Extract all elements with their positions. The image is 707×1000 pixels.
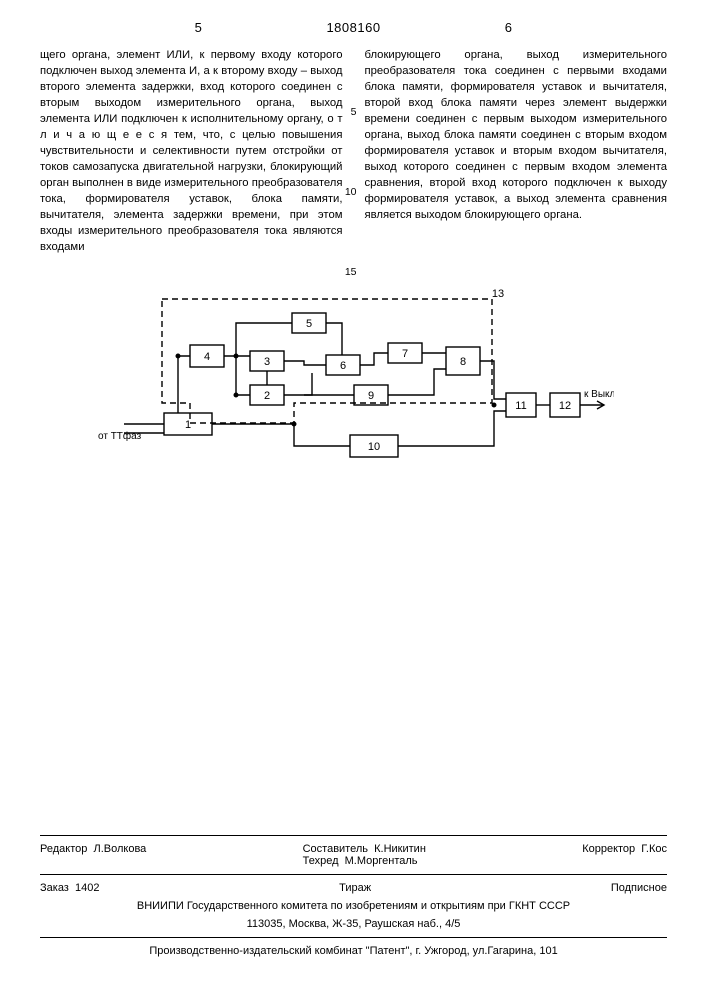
block-diagram: 1 2 3 4 5 6 7 8 9 10 11 12 13 от ТТфаз к… [94,285,614,515]
compiler-label: Составитель [303,843,368,855]
tirazh: Тираж [339,882,371,894]
wire-6-7 [360,353,388,365]
node-a [176,355,180,359]
footer: Редактор Л.Волкова Составитель К.Никитин… [40,831,667,960]
patent-page: 5 1808160 6 щего органа, элемент ИЛИ, к … [0,0,707,1000]
wire-1-10 [212,424,350,446]
lbl-in: от ТТфаз [98,430,142,442]
org-line-2: 113035, Москва, Ж-35, Раушская наб., 4/5 [40,915,667,933]
lbl-10: 10 [367,441,379,453]
podpisnoe: Подписное [611,882,667,894]
node-e [492,404,496,408]
line-mark-10: 10 [345,185,357,200]
lbl-3: 3 [263,356,269,368]
line-mark-5: 5 [351,105,357,120]
corrector-name: Г.Кос [641,843,667,855]
lbl-5: 5 [305,318,311,330]
footer-rule-2 [40,874,667,875]
order-no: 1402 [75,882,99,894]
block-diagram-wrap: 1 2 3 4 5 6 7 8 9 10 11 12 13 от ТТфаз к… [40,285,667,515]
wire-4-2 [236,356,250,395]
wire-1-4 [178,356,190,413]
page-num-left: 5 [195,20,203,35]
lbl-9: 9 [367,390,373,402]
editor-label: Редактор [40,843,87,855]
lbl-out: к Выкл. [584,389,614,400]
wire-10-11 [398,411,506,446]
editor-name: Л.Волкова [93,843,146,855]
dashed-enclosure [162,299,492,423]
compiler-techred: Составитель К.Никитин Техред М.Моргентал… [303,843,426,867]
lbl-7: 7 [401,348,407,360]
wire-8-11 [480,361,506,399]
footer-rule-3 [40,937,667,938]
lbl-2: 2 [263,390,269,402]
node-d [292,423,296,427]
lbl-8: 8 [459,356,465,368]
footer-credits-1: Редактор Л.Волкова Составитель К.Никитин… [40,840,667,870]
lbl-13: 13 [491,288,503,300]
wire-2-6 [284,365,326,395]
footer-rule-1 [40,835,667,836]
order: Заказ 1402 [40,882,99,894]
corrector: Корректор Г.Кос [582,843,667,867]
node-c [234,394,238,398]
org-line-1: ВНИИПИ Государственного комитета по изоб… [40,897,667,915]
wire-9-8 [388,369,446,395]
lbl-12: 12 [558,400,570,412]
left-column-text: щего органа, элемент ИЛИ, к первому вход… [40,47,343,255]
lbl-4: 4 [203,351,209,363]
editor: Редактор Л.Волкова [40,843,146,867]
patent-number: 1808160 [326,20,380,35]
left-column: щего органа, элемент ИЛИ, к первому вход… [40,47,343,255]
wire-2-up [284,373,312,395]
text-columns: щего органа, элемент ИЛИ, к первому вход… [40,47,667,255]
wire-3-6 [284,361,326,365]
compiler-name: К.Никитин [374,843,426,855]
techred-name: М.Моргенталь [345,855,418,867]
right-column: блокирующего органа, выход измерительног… [365,47,668,255]
press-line: Производственно-издательский комбинат "П… [40,942,667,960]
wire-5-6 [326,323,342,355]
right-column-text: блокирующего органа, выход измерительног… [365,47,668,223]
techred-label: Техред [303,855,339,867]
order-label: Заказ [40,882,69,894]
node-b [234,355,238,359]
line-mark-15: 15 [345,265,357,280]
lbl-11: 11 [515,400,526,412]
lbl-6: 6 [339,360,345,372]
lbl-1: 1 [184,419,190,431]
corrector-label: Корректор [582,843,635,855]
page-num-right: 6 [505,20,513,35]
page-header: 5 1808160 6 [40,20,667,35]
footer-order-row: Заказ 1402 Тираж Подписное [40,879,667,897]
